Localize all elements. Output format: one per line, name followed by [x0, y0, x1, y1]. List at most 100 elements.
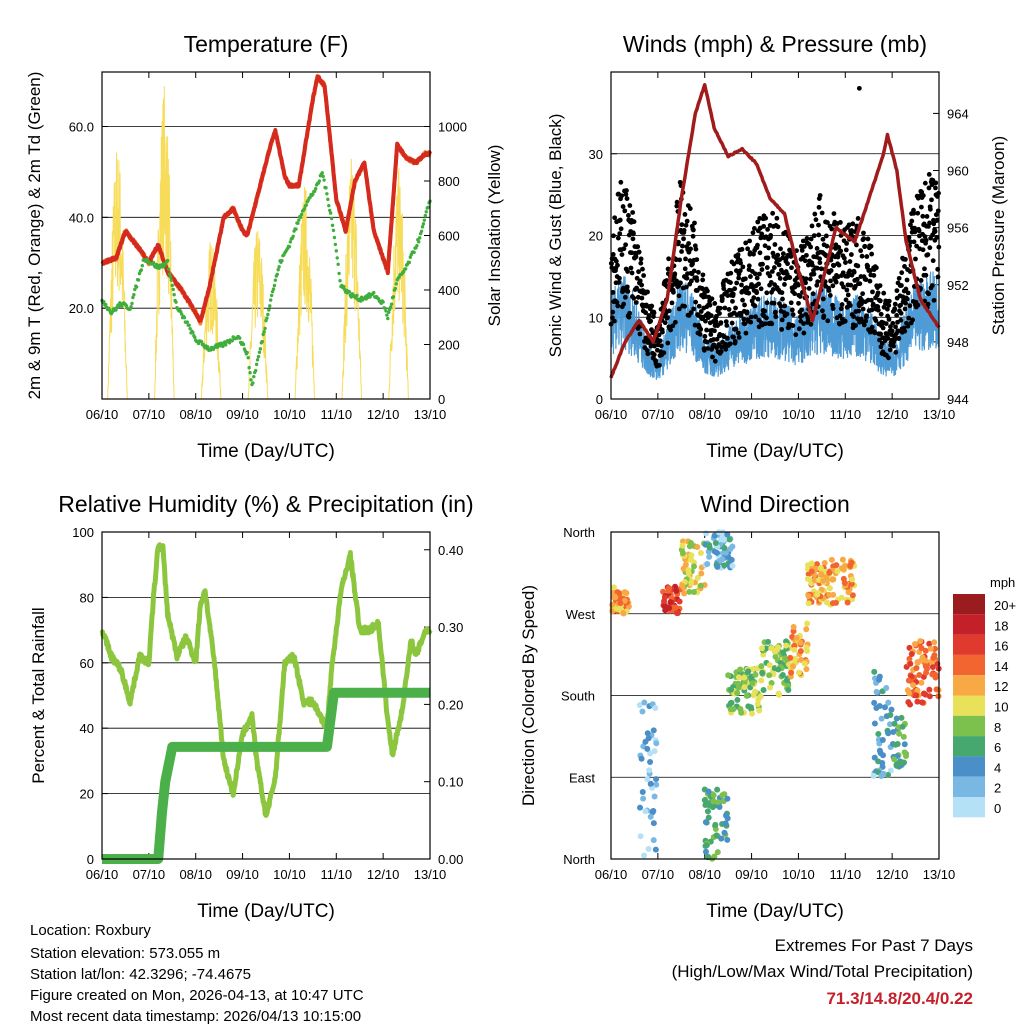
dewpoint-point — [291, 234, 295, 239]
x-tick-label: 09/10 — [226, 867, 259, 882]
gust-point — [784, 311, 790, 317]
gust-point — [712, 358, 718, 364]
dewpoint-point — [391, 295, 396, 299]
y-axis-label-right: Station Pressure (Maroon) — [989, 136, 1008, 335]
direction-point — [614, 589, 621, 596]
direction-point — [682, 561, 689, 568]
chart-panel-1: Temperature (F) Time (Day/UTC) 2m & 9m T (… — [25, 31, 504, 462]
dewpoint-point — [276, 268, 280, 272]
gust-point — [657, 338, 663, 344]
speed-legend: mph 20+ 18 16 14 12 10 8 6 4 2 0 — [953, 575, 1016, 818]
x-tick-label: 10/10 — [782, 407, 815, 422]
dewpoint-point — [324, 186, 328, 190]
gust-point — [924, 214, 930, 219]
gust-point — [770, 286, 776, 292]
gust-point — [801, 321, 806, 327]
direction-point — [644, 776, 651, 783]
y-tick-label: 40 — [80, 721, 94, 736]
dewpoint-point — [130, 301, 134, 306]
y-axis-label: Percent & Total Rainfall — [29, 607, 48, 783]
gust-point — [747, 238, 753, 244]
gust-point — [919, 238, 925, 244]
direction-point — [703, 530, 710, 537]
gust-point — [814, 265, 820, 271]
direction-point — [797, 648, 804, 655]
gust-point — [756, 281, 761, 287]
gust-point — [805, 318, 811, 324]
direction-point — [876, 702, 883, 709]
gust-point — [894, 312, 900, 318]
gust-point — [790, 323, 796, 329]
x-tick-label: 11/10 — [320, 867, 352, 882]
info-latlon: Station lat/lon: 42.3296; -74.4675 — [30, 966, 251, 983]
gust-point — [754, 290, 760, 296]
gust-point — [870, 301, 876, 307]
gust-point — [615, 303, 621, 309]
info-created: Figure created on Mon, 2026-04-13, at 10… — [30, 987, 364, 1004]
gust-point — [699, 286, 705, 291]
direction-point — [612, 594, 619, 601]
gust-point — [763, 215, 769, 221]
gust-point — [843, 260, 848, 265]
gust-point — [883, 321, 889, 327]
direction-point — [789, 633, 796, 640]
dewpoint-point — [166, 267, 171, 271]
temp-2m-line — [100, 74, 432, 323]
dewpoint-point — [338, 279, 342, 283]
dewpoint-point — [419, 229, 424, 233]
gust-point — [863, 277, 869, 282]
gust-point — [864, 313, 869, 319]
gust-point — [933, 212, 939, 218]
dewpoint-point — [313, 187, 318, 191]
direction-point — [803, 666, 810, 673]
gust-point — [755, 219, 761, 225]
gust-point — [923, 237, 929, 243]
gust-point — [788, 300, 794, 306]
gust-point — [793, 332, 799, 338]
gust-point — [868, 297, 874, 303]
dewpoint-point — [238, 336, 242, 340]
dewpoint-point — [320, 171, 324, 175]
dewpoint-point — [174, 300, 178, 304]
gust-point — [692, 220, 697, 226]
plot-frame — [101, 71, 431, 400]
gust-point — [724, 323, 730, 328]
dewpoint-point — [381, 300, 385, 304]
direction-point — [783, 638, 790, 645]
legend-label: 6 — [994, 740, 1001, 755]
direction-point — [676, 598, 683, 605]
gust-point — [707, 302, 713, 308]
gust-point — [677, 257, 682, 263]
direction-point — [710, 792, 717, 799]
direction-point — [821, 559, 828, 566]
gust-point — [622, 294, 628, 300]
gust-point — [742, 302, 747, 308]
gust-point — [648, 318, 654, 324]
direction-point — [670, 604, 677, 611]
gust-point — [617, 231, 623, 237]
direction-point — [694, 574, 701, 581]
gust-point — [863, 318, 869, 324]
gust-point — [859, 253, 865, 259]
gust-point — [676, 306, 682, 312]
plot-frame — [610, 71, 940, 400]
dewpoint-point — [280, 258, 284, 263]
dewpoint-point — [277, 265, 281, 269]
gust-point — [933, 180, 939, 186]
gust-point — [775, 224, 781, 230]
dewpoint-point — [332, 235, 337, 240]
gust-point — [623, 192, 629, 197]
gust-point — [760, 261, 765, 267]
dewpoint-point — [298, 215, 303, 219]
gust-point — [743, 330, 749, 336]
direction-point — [651, 748, 658, 755]
legend-swatch — [953, 736, 985, 757]
gust-point — [911, 210, 917, 216]
gust-point — [829, 226, 835, 232]
dewpoint-point — [263, 326, 267, 331]
direction-point — [666, 585, 673, 592]
direction-point — [891, 756, 898, 763]
gust-point — [731, 334, 736, 340]
gust-point — [672, 271, 678, 277]
gust-point — [702, 334, 708, 339]
